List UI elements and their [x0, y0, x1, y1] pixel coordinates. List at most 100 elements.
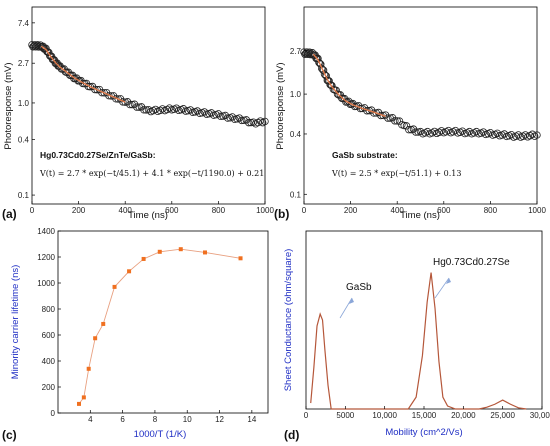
x-tick-label: 1000: [256, 206, 274, 215]
plot-frame-b: [303, 6, 538, 205]
y-tick-label: 200: [42, 383, 56, 392]
x-tick-label: 8: [153, 415, 158, 424]
data-point: [45, 48, 53, 57]
data-point: [101, 321, 106, 326]
data-point: [458, 127, 467, 135]
data-point: [316, 59, 324, 68]
y-tick-label: 2.7: [18, 59, 30, 68]
data-point: [141, 256, 146, 261]
x-tick-label: 200: [72, 206, 86, 215]
data-point: [140, 106, 148, 114]
data-point: [182, 107, 190, 115]
data-point: [42, 44, 50, 53]
data-point: [127, 269, 132, 274]
x-tick-label: 30,000: [530, 411, 550, 420]
panel-c: 4 6 8 10 12 14 0 200 400 600 800 1000 1200 1400 Minor…: [2, 227, 269, 442]
data-point: [172, 104, 181, 112]
data-point: [528, 130, 537, 138]
x-tick-label: 15,000: [412, 411, 437, 420]
data-point: [203, 250, 207, 255]
y-tick-label: 7.4: [18, 19, 30, 28]
data-point: [157, 249, 162, 254]
data-point: [315, 58, 323, 67]
data-point: [93, 336, 98, 341]
data-point: [221, 111, 230, 120]
data-point: [493, 129, 502, 138]
data-point: [400, 121, 408, 130]
y-tick-label: 1000: [37, 279, 55, 288]
data-point: [158, 105, 167, 113]
data-point: [379, 111, 387, 120]
data-point: [144, 106, 153, 114]
xlabel-a: Time (ns): [128, 210, 168, 221]
plot-frame-a: [31, 6, 266, 205]
x-tick-label: 600: [165, 206, 179, 215]
data-point: [189, 108, 197, 116]
data-point: [479, 128, 488, 136]
y-tick-label: 1400: [37, 227, 55, 236]
y-tick-label: 0.4: [290, 130, 302, 139]
data-point: [214, 110, 223, 118]
data-point: [254, 118, 262, 127]
data-point: [393, 117, 401, 125]
y-tick-label: 600: [42, 331, 56, 340]
y-tick-label: 0: [51, 409, 56, 418]
ylabel-d: Sheet Conductance (ohm/square): [283, 249, 294, 392]
data-point: [86, 366, 91, 371]
x-tick-label: 400: [391, 206, 405, 215]
data-point: [217, 112, 225, 121]
data-point: [533, 131, 541, 139]
x-tick-label: 1000: [528, 206, 546, 215]
x-tick-label: 200: [344, 206, 358, 215]
x-tick-label: 800: [484, 206, 498, 215]
x-tick-label: 600: [437, 206, 451, 215]
ylabel-a: Photoresponse (mV): [3, 62, 14, 149]
data-point: [237, 116, 246, 125]
y-tick-label: 0.1: [18, 191, 30, 200]
x-tick-label: 400: [119, 206, 133, 215]
lifetime-line: [78, 248, 241, 405]
x-tick-label: 12: [215, 415, 224, 424]
data-point: [235, 114, 244, 122]
data-point: [249, 118, 258, 126]
data-point: [405, 126, 413, 134]
xlabel-c: 1000/T (1/K): [134, 429, 187, 440]
x-tick-label: 14: [247, 415, 256, 424]
x-tick-label: 5000: [336, 411, 354, 420]
data-point: [224, 114, 232, 122]
data-point: [178, 247, 183, 252]
data-point: [412, 128, 420, 136]
data-point: [384, 114, 392, 122]
ylabel-c: Minority carrier lifetime (ns): [10, 265, 21, 380]
data-point: [261, 117, 269, 126]
data-point: [163, 105, 171, 114]
data-point: [428, 129, 436, 137]
data-point: [81, 395, 86, 400]
data-point: [318, 64, 326, 73]
xlabel-d: Mobility (cm^2/Vs): [385, 427, 462, 438]
data-point: [256, 117, 265, 125]
data-point: [402, 122, 411, 130]
x-tick-label: 0: [304, 411, 309, 420]
data-point: [451, 126, 460, 135]
data-point: [121, 98, 129, 106]
data-point: [430, 127, 439, 136]
data-point: [142, 106, 150, 114]
y-tick-label: 400: [42, 357, 56, 366]
x-tick-label: 10,000: [372, 411, 397, 420]
y-tick-label: 2.7: [290, 47, 302, 56]
data-point: [126, 100, 134, 109]
annotation-title-b: GaSb substrate:: [332, 150, 398, 160]
fit-line: [40, 45, 126, 103]
panel-label-a: (a): [2, 207, 17, 221]
conductance-line: [310, 272, 527, 410]
panel-b: 0 200 400 600 800 1000 0.1 0.4 1.0 2.7 Photorespo…: [274, 6, 546, 221]
data-point: [156, 106, 164, 115]
x-tick-label: 0: [302, 206, 307, 215]
arrowhead-hgcdse: [446, 278, 451, 284]
data-point: [112, 284, 117, 289]
data-point: [435, 128, 443, 136]
x-tick-label: 0: [30, 206, 35, 215]
data-point: [119, 98, 127, 106]
